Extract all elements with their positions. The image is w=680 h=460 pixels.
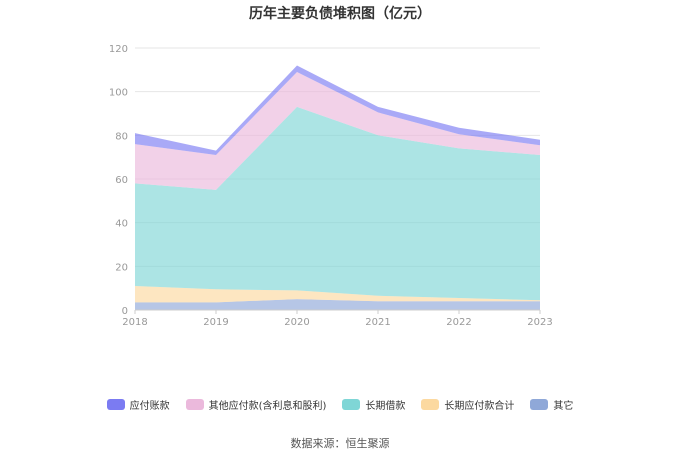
area-series-4 xyxy=(135,65,540,155)
area-series-1 xyxy=(135,286,540,303)
legend-label: 长期借款 xyxy=(365,401,406,412)
chart-legend: 应付账款 其他应付款(含利息和股利) 长期借款 长期应付款合计 其它 xyxy=(0,397,680,412)
y-tick-label: 100 xyxy=(109,88,128,99)
y-tick-label: 60 xyxy=(115,175,128,186)
y-tick-label: 40 xyxy=(115,219,128,230)
legend-label: 其他应付款(含利息和股利) xyxy=(208,401,327,412)
legend-swatch xyxy=(342,399,361,410)
legend-swatch xyxy=(421,399,440,410)
x-tick-label: 2021 xyxy=(365,317,390,328)
legend-label: 长期应付款合计 xyxy=(444,401,515,412)
legend-item[interactable]: 其它 xyxy=(530,397,573,412)
legend-item[interactable]: 其他应付款(含利息和股利) xyxy=(185,397,327,412)
x-tick-label: 2019 xyxy=(203,317,228,328)
y-tick-label: 80 xyxy=(115,131,128,142)
legend-swatch xyxy=(185,399,204,410)
legend-item[interactable]: 应付账款 xyxy=(106,397,170,412)
legend-label: 其它 xyxy=(553,401,574,412)
chart-title: 历年主要负债堆积图（亿元） xyxy=(249,6,431,22)
legend-item[interactable]: 长期借款 xyxy=(342,397,405,412)
x-tick-label: 2020 xyxy=(284,317,309,328)
legend-swatch xyxy=(530,399,549,410)
y-tick-label: 0 xyxy=(122,306,128,317)
data-source: 数据来源：恒生聚源 xyxy=(290,437,390,450)
y-tick-label: 20 xyxy=(115,262,128,273)
x-tick-label: 2022 xyxy=(446,317,471,328)
area-series-2 xyxy=(135,106,540,301)
legend-item[interactable]: 长期应付款合计 xyxy=(421,397,514,412)
y-tick-label: 120 xyxy=(109,44,128,55)
legend-label: 应付账款 xyxy=(129,401,170,412)
area-series-0 xyxy=(135,299,540,310)
x-tick-label: 2018 xyxy=(122,317,147,328)
area-series-3 xyxy=(135,72,540,190)
x-tick-label: 2023 xyxy=(527,317,552,328)
legend-swatch xyxy=(106,399,125,410)
